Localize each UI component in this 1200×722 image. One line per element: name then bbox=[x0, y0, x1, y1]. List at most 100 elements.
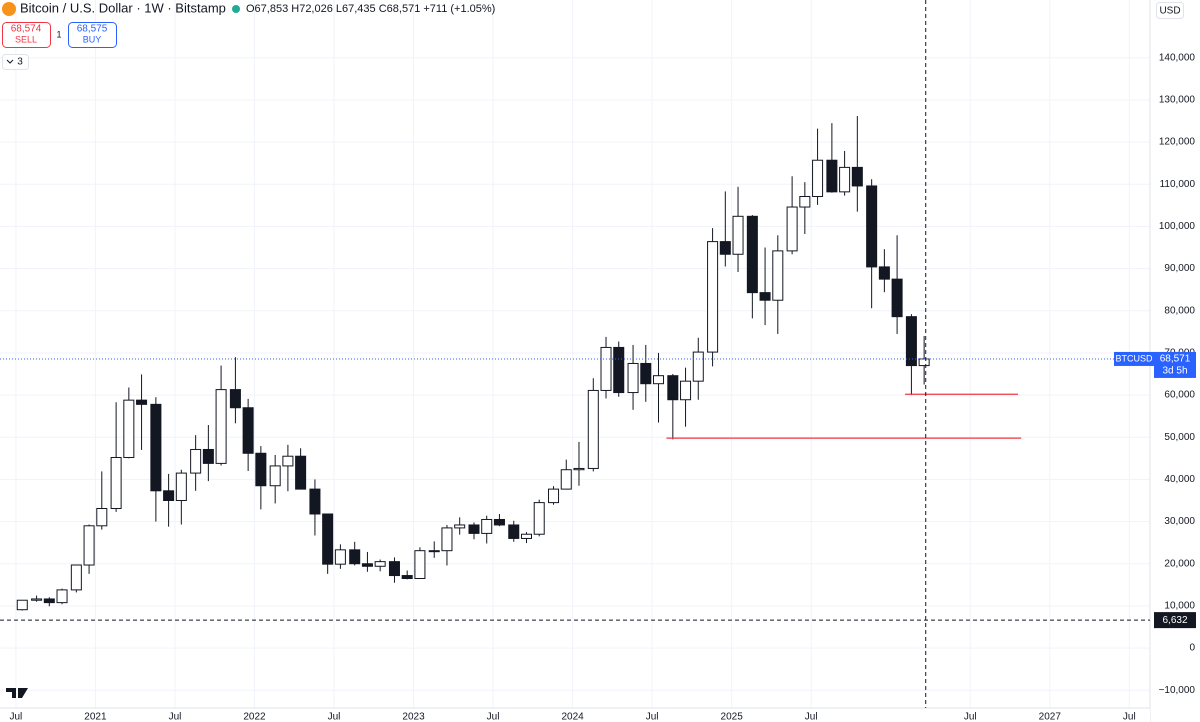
symbol-tag-label: BTCUSD bbox=[1115, 353, 1153, 363]
candle-body bbox=[255, 452, 267, 487]
y-tick-label: 120,000 bbox=[1159, 137, 1196, 148]
candle-body bbox=[468, 524, 480, 534]
candle-body bbox=[878, 266, 890, 280]
candle-body bbox=[772, 250, 784, 301]
candle-body bbox=[826, 159, 838, 193]
candle-body bbox=[640, 362, 652, 385]
candle-body bbox=[229, 389, 241, 409]
candle-body bbox=[851, 166, 863, 187]
candle-body bbox=[150, 403, 162, 492]
x-tick-label: Jul bbox=[646, 712, 659, 722]
indicators-count[interactable]: 3 bbox=[17, 57, 23, 68]
x-tick-label: 2025 bbox=[721, 712, 744, 722]
symbol-title: Bitcoin / U.S. Dollar · 1W · Bitstamp bbox=[20, 0, 226, 15]
candle-body bbox=[652, 375, 665, 385]
x-tick-label: 2023 bbox=[402, 712, 425, 722]
y-tick-label: −10,000 bbox=[1159, 685, 1196, 696]
buy-label[interactable]: BUY bbox=[83, 34, 102, 44]
currency[interactable]: USD bbox=[1159, 6, 1180, 17]
candle-body bbox=[613, 346, 625, 394]
y-tick-label: 40,000 bbox=[1164, 474, 1195, 485]
candle-body bbox=[295, 455, 307, 490]
candle-body bbox=[388, 561, 400, 577]
x-tick-label: Jul bbox=[487, 712, 500, 722]
candle-body bbox=[905, 316, 917, 367]
candle-body bbox=[414, 550, 426, 580]
candle-body bbox=[96, 508, 108, 527]
x-tick-label: Jul bbox=[805, 712, 818, 722]
crosshair-tag bbox=[1154, 612, 1196, 629]
x-tick-label: 2024 bbox=[561, 712, 584, 722]
crosshair-tag-label: 6,632 bbox=[1162, 615, 1187, 626]
candle-body bbox=[110, 456, 122, 510]
candle-body bbox=[548, 488, 560, 504]
time-axis-bg bbox=[0, 708, 1150, 722]
candle-body bbox=[43, 598, 55, 604]
price-tag-value: 68,571 bbox=[1160, 354, 1191, 365]
candle-body bbox=[269, 465, 281, 487]
candle-body bbox=[918, 358, 930, 367]
buy-button[interactable] bbox=[68, 22, 117, 48]
chevron bbox=[6, 59, 14, 64]
candle-body bbox=[692, 351, 704, 382]
candle-body bbox=[746, 215, 758, 294]
buy-price[interactable]: 68,575 bbox=[77, 24, 108, 35]
candle-body bbox=[707, 241, 719, 353]
x-tick-label: Jul bbox=[1123, 712, 1136, 722]
y-tick-label: 140,000 bbox=[1159, 52, 1196, 63]
x-tick-label: 2027 bbox=[1039, 712, 1062, 722]
y-tick-label: 20,000 bbox=[1164, 558, 1195, 569]
candle-body bbox=[627, 362, 639, 394]
candle-body bbox=[839, 166, 851, 193]
sell-label[interactable]: SELL bbox=[15, 34, 37, 44]
candle-body bbox=[175, 472, 187, 501]
candle-body bbox=[680, 380, 692, 401]
candle-body bbox=[83, 525, 95, 566]
y-tick-label: 80,000 bbox=[1164, 305, 1195, 316]
currency-button[interactable] bbox=[1156, 2, 1184, 19]
x-tick-label: Jul bbox=[10, 712, 23, 722]
candle-body bbox=[799, 195, 811, 208]
candle-body bbox=[786, 206, 798, 252]
candle-body bbox=[891, 278, 903, 318]
x-tick-label: 2021 bbox=[84, 712, 107, 722]
candle-body bbox=[56, 589, 68, 604]
candle-body bbox=[215, 389, 227, 464]
x-tick-label: 2022 bbox=[243, 712, 266, 722]
candle-body bbox=[866, 185, 878, 268]
candle-body bbox=[533, 502, 545, 535]
candle-body bbox=[732, 215, 744, 255]
candle-body bbox=[349, 549, 361, 565]
sell-price[interactable]: 68,574 bbox=[11, 24, 42, 35]
indicators-toggle[interactable] bbox=[2, 54, 29, 70]
candle-body bbox=[493, 518, 505, 526]
candle-body bbox=[454, 524, 466, 529]
price-tag bbox=[1154, 351, 1196, 378]
y-tick-label: 0 bbox=[1189, 643, 1195, 654]
x-tick-label: Jul bbox=[169, 712, 182, 722]
candle-body bbox=[441, 527, 453, 552]
candle-body bbox=[812, 159, 824, 197]
candle-body bbox=[428, 550, 440, 553]
candle-body bbox=[481, 518, 493, 534]
candle-body bbox=[508, 524, 520, 539]
candle-body bbox=[520, 533, 532, 539]
y-tick-label: 130,000 bbox=[1159, 95, 1196, 106]
candle-body bbox=[136, 399, 148, 405]
y-tick-label: 50,000 bbox=[1164, 432, 1195, 443]
candle-body bbox=[16, 599, 28, 611]
price-tag-countdown: 3d 5h bbox=[1162, 366, 1187, 377]
y-tick-label: 110,000 bbox=[1160, 179, 1196, 190]
candle-body bbox=[31, 598, 43, 601]
candle-body bbox=[361, 563, 373, 567]
sell-button[interactable] bbox=[2, 22, 51, 48]
candle-body bbox=[719, 241, 731, 255]
symbol-icon bbox=[2, 2, 16, 16]
candle-body bbox=[759, 292, 771, 301]
y-tick-label: 60,000 bbox=[1164, 390, 1195, 401]
symbol-tag bbox=[1114, 351, 1154, 366]
candle-body bbox=[282, 455, 294, 467]
candle-body bbox=[190, 448, 202, 474]
x-tick-label: Jul bbox=[328, 712, 341, 722]
candle-body bbox=[401, 575, 413, 580]
